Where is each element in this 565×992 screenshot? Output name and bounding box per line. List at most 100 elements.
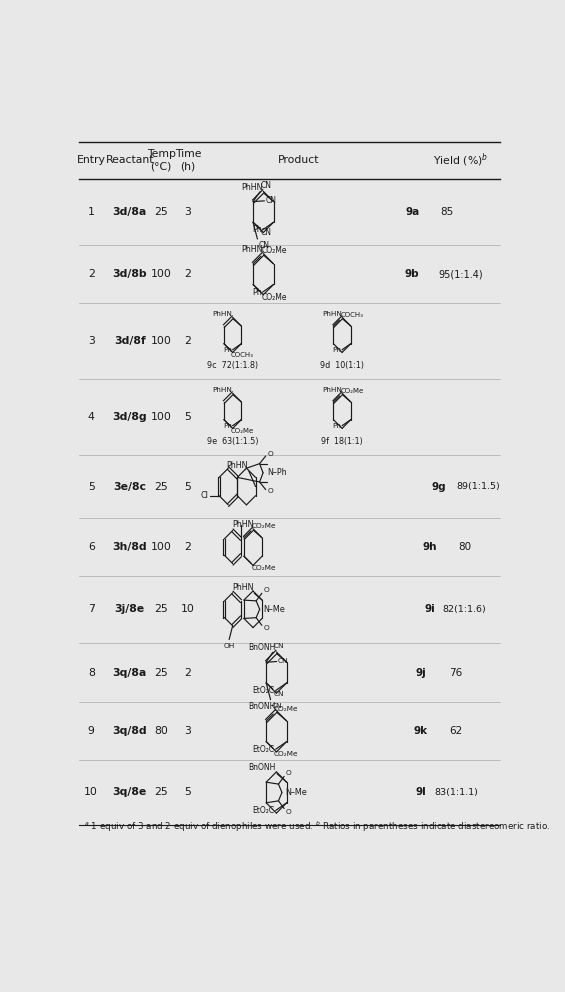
Text: 9b: 9b xyxy=(405,269,419,279)
Text: 9e  63(1:1.5): 9e 63(1:1.5) xyxy=(207,436,258,445)
Text: PhHN: PhHN xyxy=(213,310,233,316)
Text: 100: 100 xyxy=(151,412,172,422)
Text: 76: 76 xyxy=(449,668,463,678)
Text: PhHN: PhHN xyxy=(232,582,253,591)
Text: 100: 100 xyxy=(151,336,172,346)
Text: 3d/8f: 3d/8f xyxy=(114,336,146,346)
Text: Ph: Ph xyxy=(223,347,232,353)
Text: 3: 3 xyxy=(88,336,95,346)
Text: CN: CN xyxy=(273,643,284,649)
Text: $^a$ 1 equiv of 3 and 2 equiv of dienophiles were used. $^b$ Ratios in parenthes: $^a$ 1 equiv of 3 and 2 equiv of dienoph… xyxy=(84,819,550,834)
Text: 25: 25 xyxy=(154,207,168,217)
Text: 3q/8a: 3q/8a xyxy=(112,668,147,678)
Text: O: O xyxy=(286,808,292,814)
Text: 80: 80 xyxy=(458,542,471,552)
Text: EtO₂C: EtO₂C xyxy=(253,745,275,754)
Text: EtO₂C: EtO₂C xyxy=(253,806,275,815)
Text: 25: 25 xyxy=(154,481,168,492)
Text: 2: 2 xyxy=(88,269,95,279)
Text: PhHN: PhHN xyxy=(232,521,253,530)
Text: CN: CN xyxy=(277,659,288,665)
Text: 82(1:1.6): 82(1:1.6) xyxy=(443,605,486,614)
Text: 5: 5 xyxy=(185,788,192,798)
Text: 25: 25 xyxy=(154,604,168,614)
Text: 3d/8g: 3d/8g xyxy=(112,412,147,422)
Text: PhHN: PhHN xyxy=(227,461,248,470)
Text: 9f  18(1:1): 9f 18(1:1) xyxy=(321,436,363,445)
Text: PhHN: PhHN xyxy=(322,310,342,316)
Text: PhHN: PhHN xyxy=(241,245,263,254)
Text: 9l: 9l xyxy=(415,788,427,798)
Text: 9i: 9i xyxy=(424,604,435,614)
Text: 3q/8e: 3q/8e xyxy=(112,788,147,798)
Text: 62: 62 xyxy=(449,726,463,736)
Text: CO₂Me: CO₂Me xyxy=(274,751,298,757)
Text: Product: Product xyxy=(277,155,319,166)
Text: Ph: Ph xyxy=(223,423,232,429)
Text: 2: 2 xyxy=(185,269,192,279)
Text: Reactant: Reactant xyxy=(106,155,154,166)
Text: PhHN: PhHN xyxy=(241,183,263,191)
Text: 9g: 9g xyxy=(431,481,446,492)
Text: 10: 10 xyxy=(181,604,195,614)
Text: O: O xyxy=(264,625,270,631)
Text: 9: 9 xyxy=(88,726,95,736)
Text: N–Ph: N–Ph xyxy=(267,468,287,477)
Text: N–Me: N–Me xyxy=(263,605,285,614)
Text: O: O xyxy=(267,488,273,494)
Text: 3: 3 xyxy=(185,726,192,736)
Text: N–Me: N–Me xyxy=(285,788,307,797)
Text: 3d/8a: 3d/8a xyxy=(112,207,147,217)
Text: 1: 1 xyxy=(88,207,95,217)
Text: O: O xyxy=(264,587,270,593)
Text: 8: 8 xyxy=(88,668,95,678)
Text: 9c  72(1:1.8): 9c 72(1:1.8) xyxy=(207,361,258,370)
Text: 3e/8c: 3e/8c xyxy=(113,481,146,492)
Text: 3h/8d: 3h/8d xyxy=(112,542,147,552)
Text: 9h: 9h xyxy=(423,542,437,552)
Text: 95(1:1.4): 95(1:1.4) xyxy=(438,269,483,279)
Text: 9a: 9a xyxy=(405,207,419,217)
Text: 5: 5 xyxy=(185,481,192,492)
Text: Ph: Ph xyxy=(252,225,262,234)
Text: Time
(h): Time (h) xyxy=(175,150,201,171)
Text: 5: 5 xyxy=(88,481,95,492)
Text: 6: 6 xyxy=(88,542,95,552)
Text: COCH₃: COCH₃ xyxy=(340,311,363,317)
Text: CN: CN xyxy=(261,228,272,237)
Text: EtO₂C: EtO₂C xyxy=(253,686,275,695)
Text: 83(1:1.1): 83(1:1.1) xyxy=(434,788,478,797)
Text: COCH₃: COCH₃ xyxy=(231,352,254,358)
Text: Cl: Cl xyxy=(201,491,208,500)
Text: CN: CN xyxy=(266,196,276,205)
Text: 100: 100 xyxy=(151,542,172,552)
Text: OH: OH xyxy=(224,643,235,649)
Text: Entry: Entry xyxy=(77,155,106,166)
Text: Ph: Ph xyxy=(252,288,262,297)
Text: CO₂Me: CO₂Me xyxy=(231,429,254,434)
Text: CO₂Me: CO₂Me xyxy=(252,565,276,571)
Text: CO₂Me: CO₂Me xyxy=(274,705,298,712)
Text: 3: 3 xyxy=(185,207,192,217)
Text: Ph: Ph xyxy=(332,423,341,429)
Text: O: O xyxy=(267,451,273,457)
Text: 3d/8b: 3d/8b xyxy=(112,269,147,279)
Text: 89(1:1.5): 89(1:1.5) xyxy=(456,482,499,491)
Text: 2: 2 xyxy=(185,542,192,552)
Text: 25: 25 xyxy=(154,788,168,798)
Text: O: O xyxy=(286,771,292,777)
Text: BnONH: BnONH xyxy=(249,702,276,711)
Text: 85: 85 xyxy=(441,207,454,217)
Text: 2: 2 xyxy=(185,336,192,346)
Text: 3q/8d: 3q/8d xyxy=(112,726,147,736)
Text: 2: 2 xyxy=(185,668,192,678)
Text: Temp
(°C): Temp (°C) xyxy=(147,150,176,171)
Text: Ph: Ph xyxy=(332,347,341,353)
Text: 7: 7 xyxy=(88,604,95,614)
Text: CN: CN xyxy=(273,691,284,697)
Text: Yield (%)$^b$: Yield (%)$^b$ xyxy=(433,152,488,169)
Text: 5: 5 xyxy=(185,412,192,422)
Text: 9j: 9j xyxy=(415,668,427,678)
Text: 25: 25 xyxy=(154,668,168,678)
Text: CN: CN xyxy=(261,182,272,190)
